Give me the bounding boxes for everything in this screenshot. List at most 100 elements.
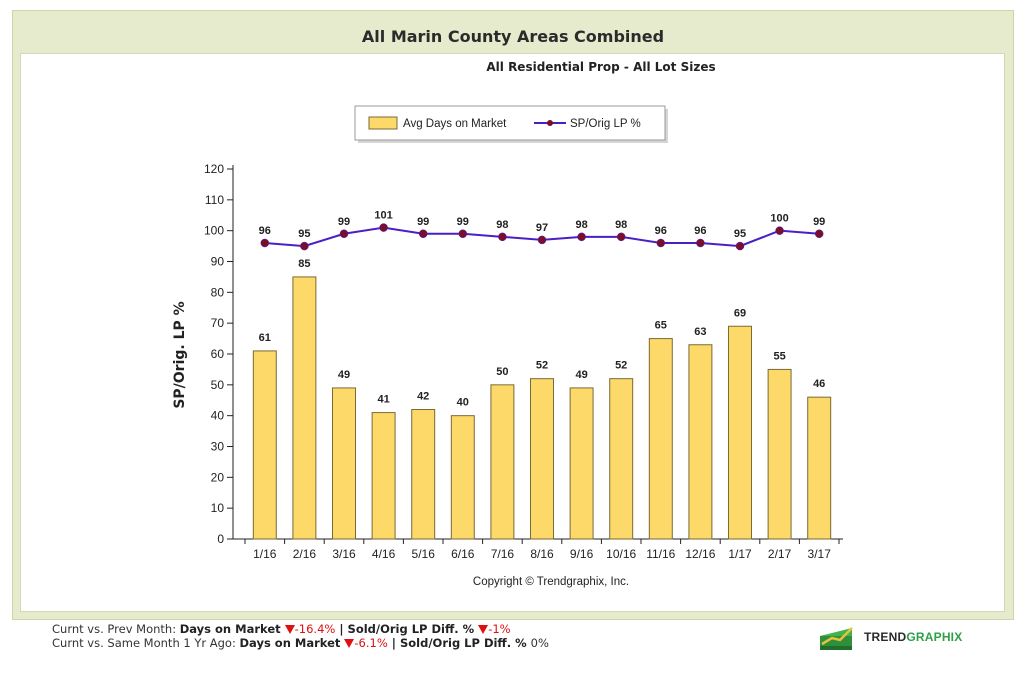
bar bbox=[371, 412, 396, 540]
line-value-label: 96 bbox=[259, 225, 271, 237]
footer-row1-lp-value: -1% bbox=[488, 622, 511, 636]
line-point bbox=[537, 235, 547, 245]
x-tick-label: 1/16 bbox=[253, 547, 277, 561]
bar-value-label: 85 bbox=[298, 258, 310, 270]
footer-row1-lp-label: Sold/Orig LP Diff. % bbox=[347, 622, 479, 636]
y-tick-label: 30 bbox=[211, 440, 225, 454]
bars bbox=[252, 276, 832, 540]
footer-row1-sep: | bbox=[335, 622, 348, 636]
x-tick-label: 12/16 bbox=[685, 547, 715, 561]
bar bbox=[332, 387, 356, 540]
x-tick-labels: 1/16 2/16 3/16 4/16 5/16 6/16 7/16 8/16 9/16 10/1… bbox=[253, 547, 831, 561]
footer-row2-prefix: Curnt vs. Same Month 1 Yr Ago: bbox=[52, 636, 240, 650]
bar bbox=[450, 415, 475, 540]
bar-value-label: 52 bbox=[536, 360, 548, 372]
bar-value-label: 65 bbox=[655, 320, 667, 332]
x-tick-label: 11/16 bbox=[646, 547, 675, 561]
x-tick-label: 7/16 bbox=[491, 547, 515, 561]
bar-value-label: 61 bbox=[259, 332, 271, 344]
line-value-label: 99 bbox=[417, 216, 429, 228]
line-point bbox=[577, 232, 586, 242]
y-tick-label: 0 bbox=[217, 532, 224, 546]
bar-labels: 61 85 49 41 42 40 50 52 49 52 65 63 69 55 46 bbox=[259, 258, 826, 409]
down-arrow-icon bbox=[284, 625, 295, 634]
bar-value-label: 42 bbox=[417, 391, 429, 403]
logo-text-graphix: GRAPHIX bbox=[906, 630, 963, 644]
footer-row2-dom-value: -6.1% bbox=[354, 636, 388, 650]
line-value-label: 98 bbox=[496, 219, 508, 231]
line-point bbox=[260, 238, 270, 248]
line-value-label: 96 bbox=[655, 225, 667, 237]
bar bbox=[292, 276, 317, 540]
logo-text-trend: TREND bbox=[864, 630, 907, 644]
bar bbox=[688, 344, 713, 540]
down-arrow-icon bbox=[344, 639, 355, 648]
line-point bbox=[696, 238, 705, 248]
bar bbox=[569, 387, 594, 540]
line-point bbox=[339, 229, 349, 238]
x-tick-label: 3/16 bbox=[332, 547, 356, 561]
y-tick-label: 20 bbox=[211, 470, 225, 484]
footer-row2-lp-value: 0% bbox=[530, 636, 549, 650]
x-tick-label: 3/17 bbox=[808, 547, 832, 561]
line-point bbox=[498, 232, 507, 242]
line-point bbox=[300, 241, 309, 251]
line-value-label: 101 bbox=[374, 210, 392, 222]
x-tick-label: 8/16 bbox=[530, 547, 554, 561]
line-value-label: 99 bbox=[338, 216, 350, 228]
y-tick-label: 50 bbox=[211, 378, 225, 392]
bar-value-label: 52 bbox=[615, 360, 627, 372]
y-tick-label: 90 bbox=[211, 255, 225, 269]
x-tick-label: 2/17 bbox=[768, 547, 792, 561]
x-tick-label: 1/17 bbox=[728, 547, 752, 561]
footer-row1-dom-label: Days on Market bbox=[179, 622, 285, 636]
y-axis-label: SP/Orig. LP % bbox=[172, 301, 188, 408]
footer-stats: Curnt vs. Prev Month: Days on Market -16… bbox=[52, 622, 549, 650]
bar bbox=[648, 338, 673, 540]
line-point bbox=[458, 229, 468, 238]
line-value-label: 98 bbox=[615, 219, 627, 231]
footer-row-prev-month: Curnt vs. Prev Month: Days on Market -16… bbox=[52, 622, 549, 636]
footer-row1-dom-value: -16.4% bbox=[294, 622, 336, 636]
combo-chart: Avg Days on Market SP/Orig LP % SP/Orig.… bbox=[172, 105, 843, 588]
y-tick-label: 100 bbox=[204, 224, 224, 238]
line-point bbox=[656, 238, 666, 248]
copyright-note: Copyright © Trendgraphix, Inc. bbox=[473, 576, 629, 588]
line-value-label: 98 bbox=[575, 219, 587, 231]
chart-subtitle: All Residential Prop - All Lot Sizes bbox=[486, 60, 716, 74]
y-tick-label: 110 bbox=[205, 193, 224, 207]
trendgraphix-logo: TRENDGRAPHIX bbox=[818, 620, 988, 654]
legend-label-bar: Avg Days on Market bbox=[403, 118, 507, 130]
bar bbox=[728, 325, 752, 540]
bar-value-label: 55 bbox=[773, 350, 785, 362]
y-tick-label: 60 bbox=[211, 347, 225, 361]
line-point bbox=[775, 226, 784, 235]
line-series: 96 95 99 101 99 99 98 97 98 98 96 96 95 100 99 bbox=[259, 210, 825, 251]
line-value-label: 96 bbox=[694, 225, 706, 237]
bar bbox=[767, 368, 792, 540]
x-tick-label: 2/16 bbox=[293, 547, 317, 561]
y-tick-label: 80 bbox=[211, 285, 225, 299]
bar bbox=[252, 350, 277, 540]
line-value-label: 100 bbox=[770, 213, 788, 225]
line-value-label: 95 bbox=[298, 228, 310, 240]
line-point bbox=[379, 223, 388, 232]
legend-line-marker bbox=[547, 120, 553, 126]
legend-bar-swatch bbox=[368, 116, 398, 130]
legend: Avg Days on Market SP/Orig LP % bbox=[354, 105, 668, 143]
footer-row2-sep: | bbox=[387, 636, 400, 650]
footer-row2-lp-label: Sold/Orig LP Diff. % bbox=[400, 636, 531, 650]
footer-row-year-ago: Curnt vs. Same Month 1 Yr Ago: Days on M… bbox=[52, 636, 549, 650]
bar-value-label: 63 bbox=[694, 326, 706, 338]
bar bbox=[609, 378, 634, 540]
line-value-label: 99 bbox=[457, 216, 469, 228]
trend-chart-logo-icon bbox=[820, 627, 853, 650]
line-value-label: 97 bbox=[536, 222, 548, 234]
chart-main-title: All Marin County Areas Combined bbox=[361, 27, 665, 46]
y-tick-label: 10 bbox=[211, 501, 225, 515]
bar bbox=[530, 378, 554, 540]
footer-row2-dom-label: Days on Market bbox=[239, 636, 345, 650]
y-tick-label: 70 bbox=[211, 316, 225, 330]
line-value-label: 95 bbox=[734, 228, 746, 240]
line-point bbox=[814, 229, 824, 238]
